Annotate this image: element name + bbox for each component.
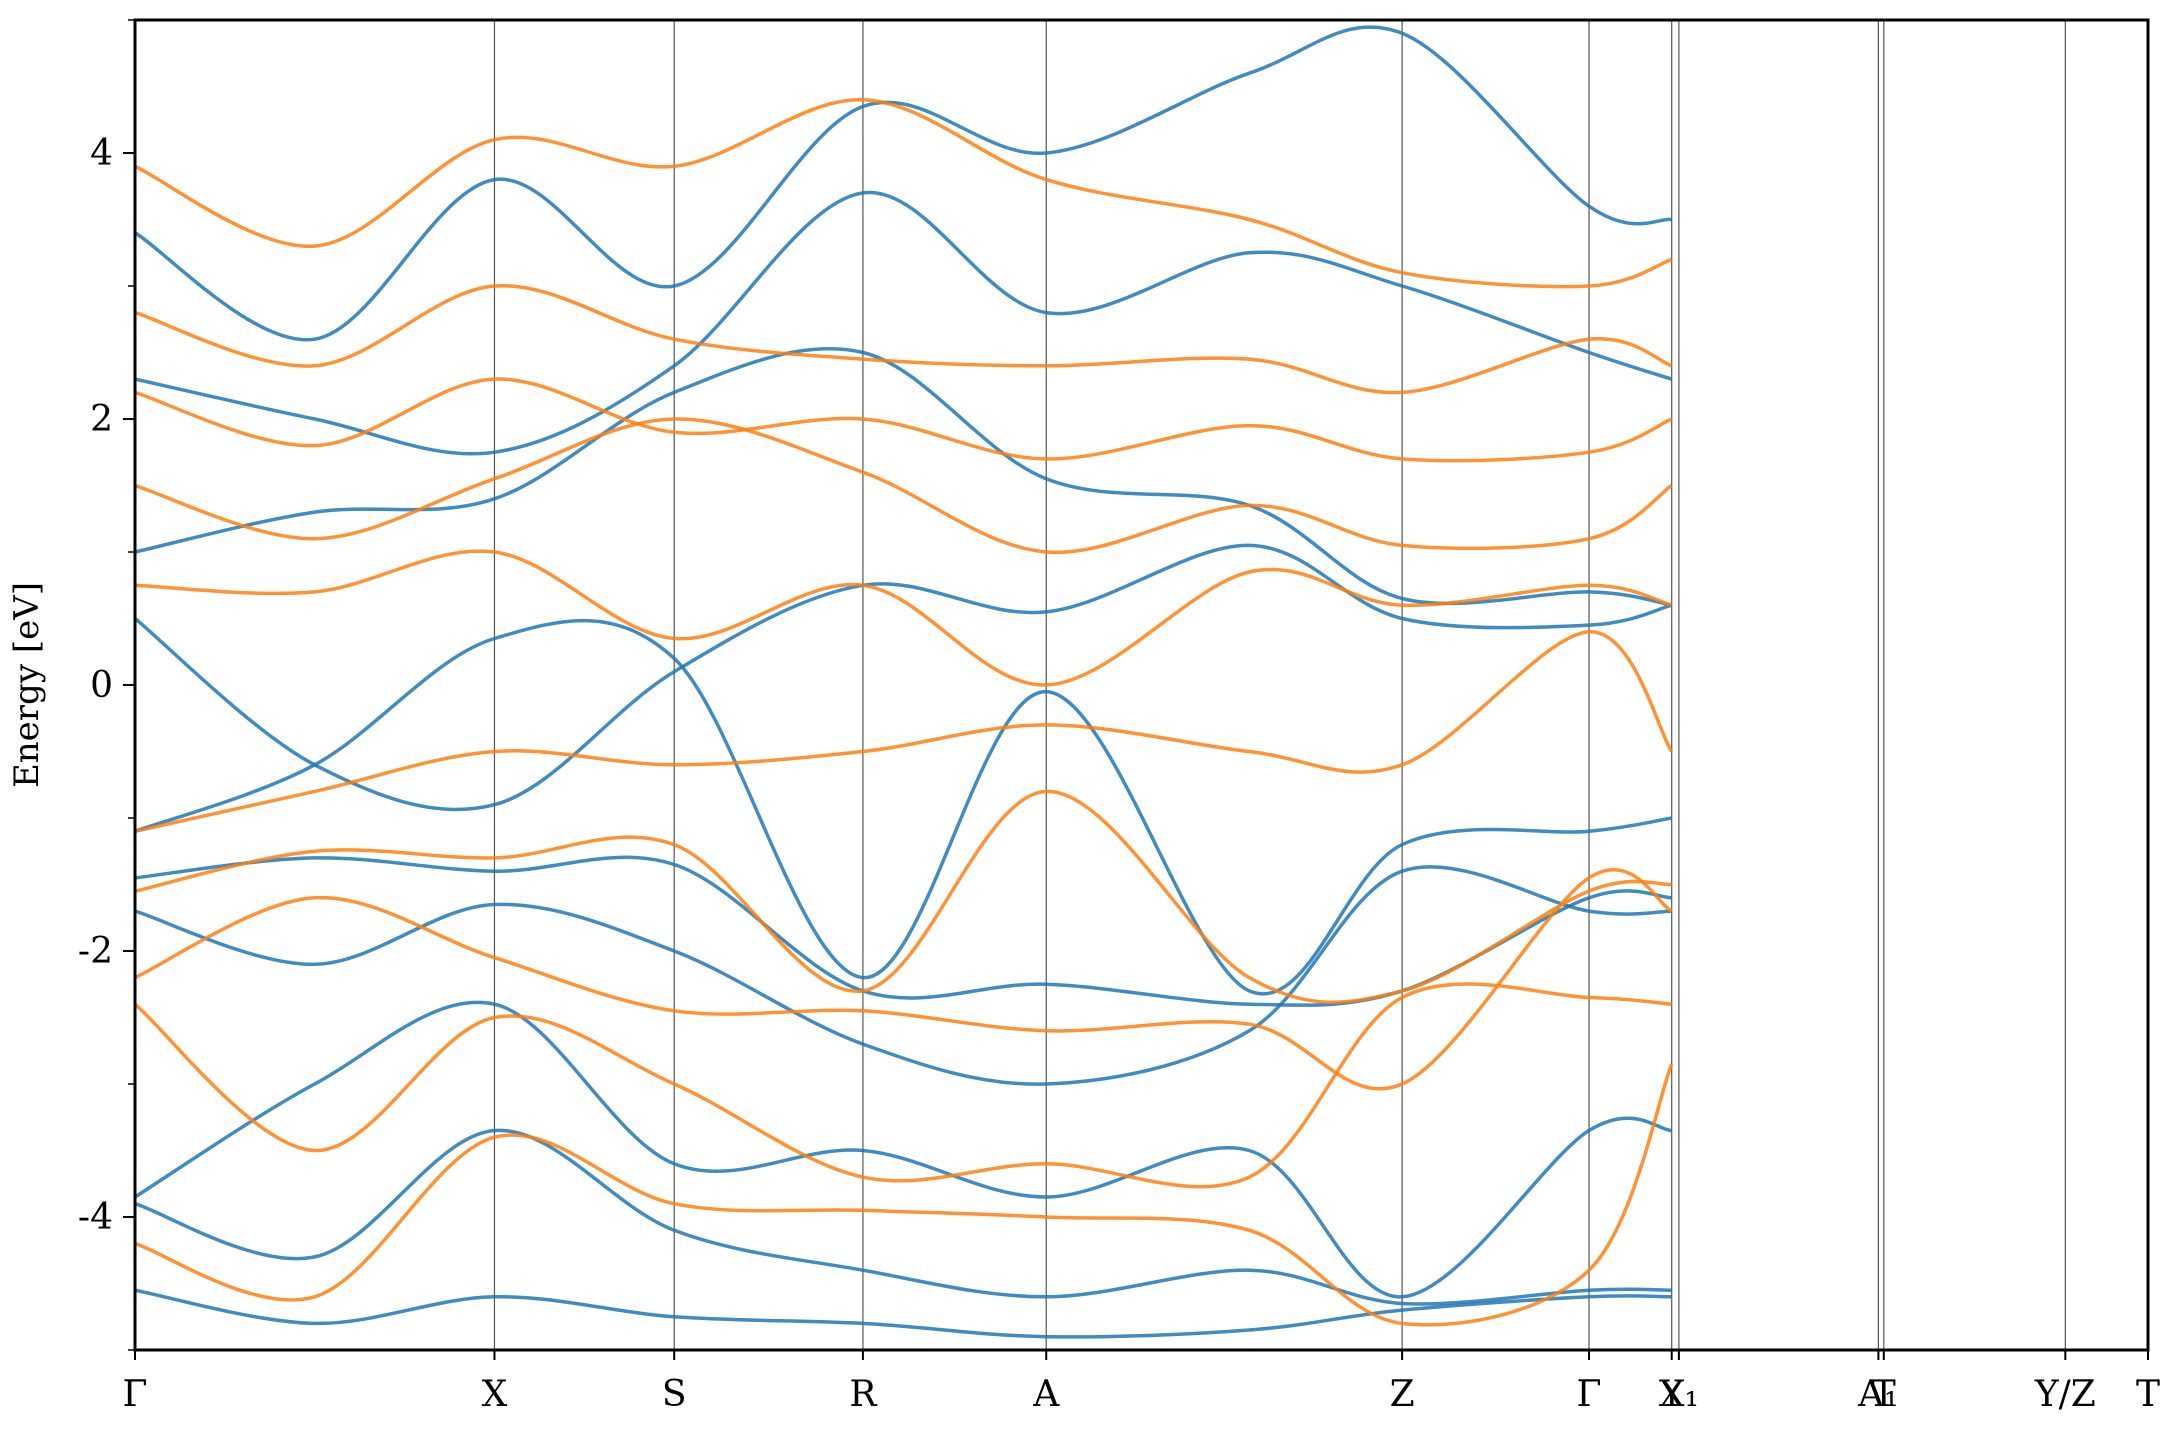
x-tick-label: X₁ xyxy=(1659,1374,1699,1415)
band-lines xyxy=(135,25,1674,1339)
band-line xyxy=(135,284,1673,395)
band-line xyxy=(135,549,1673,687)
y-tick-label: 2 xyxy=(90,399,113,440)
y-axis-label: Energy [eV] xyxy=(7,582,47,788)
band-line xyxy=(135,377,1673,463)
band-line xyxy=(135,1063,1674,1327)
y-tick-label: -4 xyxy=(78,1197,113,1238)
band-line xyxy=(135,1288,1672,1339)
band-line xyxy=(135,1000,1672,1299)
band-line xyxy=(135,855,1672,1007)
y-tick-label: -2 xyxy=(78,931,113,972)
x-axis-ticks: Γ X S R A Z Γ YX₁ A₁T Y/Z T xyxy=(123,1350,2160,1415)
band-line xyxy=(135,865,1672,1086)
y-tick-label: 0 xyxy=(90,665,113,706)
band-line xyxy=(135,868,1673,1091)
x-tick-label: S xyxy=(662,1374,687,1415)
x-tick-label: T xyxy=(1872,1374,1896,1415)
x-tick-label: T xyxy=(2136,1374,2160,1415)
band-line xyxy=(135,417,1673,555)
x-tick-label: A xyxy=(1032,1374,1060,1415)
band-line xyxy=(135,789,1672,1005)
x-tick-label: Γ xyxy=(1577,1374,1602,1415)
x-tick-label: Γ xyxy=(123,1374,148,1415)
band-line xyxy=(135,982,1672,1189)
x-tick-label: A₁ xyxy=(1857,1374,1898,1415)
x-tick-label: R xyxy=(849,1374,877,1415)
band-line xyxy=(135,543,1673,812)
x-tick-label: Y/Z xyxy=(2034,1374,2096,1415)
y-tick-label: 4 xyxy=(90,133,113,174)
band-line xyxy=(135,25,1672,342)
band-line xyxy=(135,618,1672,996)
x-tick-label: X xyxy=(482,1374,508,1415)
band-line xyxy=(135,98,1673,289)
band-line xyxy=(135,190,1673,456)
x-tick-label: Z xyxy=(1390,1374,1415,1415)
band-line xyxy=(135,1128,1672,1306)
plot-frame-overlay xyxy=(133,18,2150,1352)
y-axis-ticks: -4 -2 0 2 4 xyxy=(78,19,135,1351)
x-tick-label: Y xyxy=(1659,1374,1685,1415)
band-line xyxy=(135,630,1674,834)
